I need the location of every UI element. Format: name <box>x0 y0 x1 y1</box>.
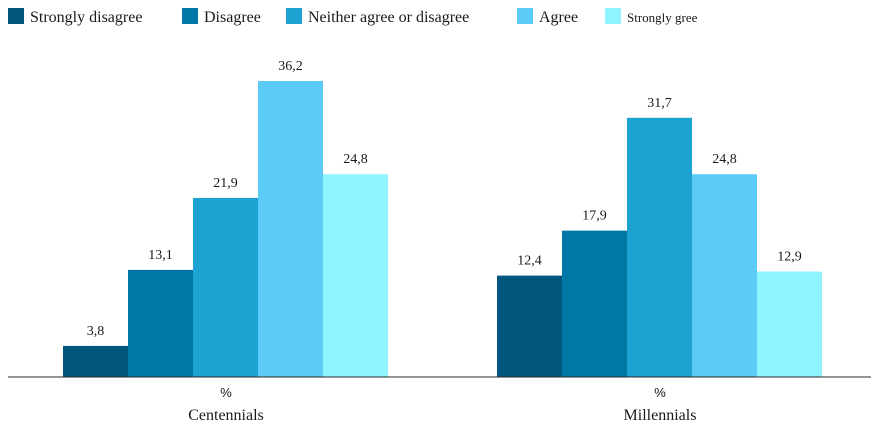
bar-millennials-series-2 <box>562 230 627 377</box>
data-label-centennials-series-5: 24,8 <box>343 152 368 167</box>
category-label-centennials: Centennials <box>188 407 264 424</box>
legend-label-5: Strongly gree <box>627 10 698 25</box>
data-label-millennials-series-3: 31,7 <box>647 96 672 111</box>
legend-label-3: Neither agree or disagree <box>308 9 469 26</box>
bars <box>63 81 822 377</box>
bar-centennials-series-4 <box>258 81 323 377</box>
data-label-millennials-series-2: 17,9 <box>582 209 607 224</box>
data-label-centennials-series-2: 13,1 <box>148 248 173 263</box>
data-label-centennials-series-3: 21,9 <box>213 176 238 191</box>
legend-swatch-5 <box>605 8 621 24</box>
data-label-centennials-series-1: 3,8 <box>87 324 105 339</box>
legend-label-2: Disagree <box>204 9 261 26</box>
category-label-millennials: Millennials <box>624 407 697 424</box>
unit-label-millennials: % <box>654 385 666 400</box>
data-label-centennials-series-4: 36,2 <box>278 59 303 74</box>
legend-swatch-3 <box>286 8 302 24</box>
category-labels: % Centennials% Millennials <box>188 385 696 424</box>
legend: Strongly disagree Disagree Neither agree o… <box>8 8 698 26</box>
bar-millennials-series-5 <box>757 271 822 377</box>
data-label-millennials-series-4: 24,8 <box>712 152 737 167</box>
bar-centennials-series-1 <box>63 345 128 377</box>
legend-label-1: Strongly disagree <box>30 9 142 26</box>
data-label-millennials-series-5: 12,9 <box>777 250 802 265</box>
bar-centennials-series-5 <box>323 174 388 377</box>
legend-swatch-2 <box>182 8 198 24</box>
bar-millennials-series-4 <box>692 174 757 377</box>
bar-centennials-series-2 <box>128 269 193 377</box>
data-labels: 3,8 13,1 21,9 36,2 24,8 12,4 17,9 31,7 24,8 12,9 <box>87 59 802 339</box>
legend-swatch-1 <box>8 8 24 24</box>
data-label-millennials-series-1: 12,4 <box>517 254 542 269</box>
legend-swatch-4 <box>517 8 533 24</box>
bar-millennials-series-1 <box>497 275 562 377</box>
unit-label-centennials: % <box>220 385 232 400</box>
bar-centennials-series-3 <box>193 197 258 377</box>
legend-label-4: Agree <box>539 9 578 26</box>
bar-millennials-series-3 <box>627 117 692 377</box>
